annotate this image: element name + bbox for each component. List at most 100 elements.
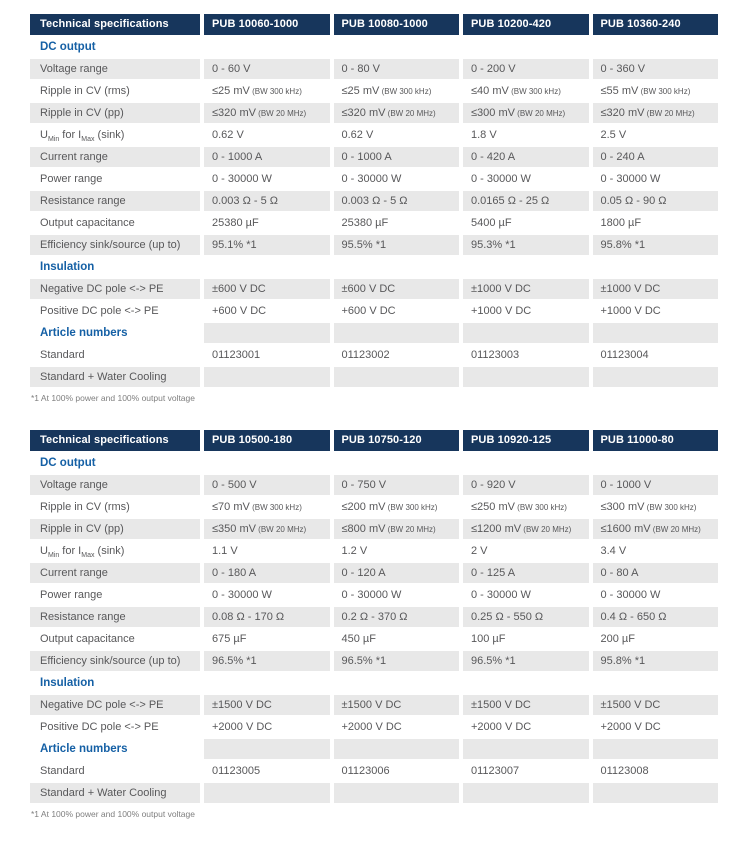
column-header-specs: Technical specifications <box>30 14 200 35</box>
section-title: Article numbers <box>30 323 200 343</box>
spec-value: ≤1200 mV (BW 20 MHz) <box>463 519 589 539</box>
spec-value-main: ≤320 mV <box>600 107 645 119</box>
spec-row: UMin for IMax (sink) 0.62 V 0.62 V 1.8 V 2.5… <box>30 125 718 145</box>
spec-row: Resistance range 0.08 Ω - 170 Ω 0.2 Ω - 37… <box>30 607 718 627</box>
spec-value-main: ≤320 mV <box>212 107 256 119</box>
spec-value: 1.8 V <box>471 129 497 141</box>
spec-label: Positive DC pole <-> PE <box>40 305 159 317</box>
spec-value: ≤320 mV (BW 20 MHz) <box>333 103 459 123</box>
spec-label: Ripple in CV (pp) <box>30 103 200 123</box>
spec-label: Standard + Water Cooling <box>30 783 200 803</box>
section-spacer-cell <box>463 453 589 473</box>
spec-value-main: ≤200 mV <box>341 501 386 513</box>
table-header-row: Technical specifications PUB 10500-180 PUB… <box>30 430 718 451</box>
spec-value: 01123001 <box>212 349 261 361</box>
spec-value: 0 - 1000 A <box>204 147 330 167</box>
spec-value: 0.62 V <box>341 129 374 141</box>
spec-label: Current range <box>30 563 200 583</box>
section-row: Article numbers <box>30 739 718 759</box>
spec-label: Positive DC pole <-> PE <box>40 721 159 733</box>
section-spacer-cell <box>593 37 719 57</box>
spec-row: Standard + Water Cooling <box>30 783 718 803</box>
spec-row: Ripple in CV (rms) ≤25 mV (BW 300 kHz) ≤25… <box>30 81 718 101</box>
spec-value: 0.0165 Ω - 25 Ω <box>463 191 589 211</box>
spec-row: Resistance range 0.003 Ω - 5 Ω 0.003 Ω - 5… <box>30 191 718 211</box>
spec-value: 0 - 1000 V <box>592 475 718 495</box>
spec-label: UMin for IMax (sink) <box>40 129 125 144</box>
spec-value: 3.4 V <box>600 545 627 557</box>
section-spacer-cell <box>593 453 719 473</box>
spec-value: 0.62 V <box>212 129 244 141</box>
spec-value: +1000 V DC <box>471 305 532 317</box>
bandwidth-note: (BW 20 MHz) <box>385 525 436 534</box>
spec-value: 95.5% *1 <box>333 235 459 255</box>
section-title: DC output <box>30 453 200 473</box>
column-header-model: PUB 10200-420 <box>463 14 589 35</box>
spec-value <box>204 367 330 387</box>
bandwidth-note: (BW 300 kHz) <box>638 87 691 96</box>
spec-value: 1.2 V <box>341 545 368 557</box>
spec-value: 2 V <box>471 545 488 557</box>
spec-value: 25380 µF <box>341 217 389 229</box>
section-spacer-cell <box>204 37 330 57</box>
column-header-model: PUB 10920-125 <box>463 430 589 451</box>
spec-value: +600 V DC <box>212 305 267 317</box>
spec-value-main: ≤250 mV <box>471 501 515 513</box>
spec-value-main: ≤1200 mV <box>471 523 522 535</box>
spec-value: ≤55 mV (BW 300 kHz) <box>593 81 719 101</box>
spec-value: 0 - 80 A <box>592 563 718 583</box>
spec-value: 01123008 <box>600 765 649 777</box>
spec-value: +2000 V DC <box>212 721 273 733</box>
spec-value: 0 - 420 A <box>463 147 589 167</box>
spec-value <box>333 783 459 803</box>
spec-value <box>333 367 459 387</box>
spec-value: 0.2 Ω - 370 Ω <box>333 607 459 627</box>
spec-label: Standard + Water Cooling <box>30 367 200 387</box>
spec-value: 5400 µF <box>471 217 512 229</box>
spec-label: Power range <box>40 589 103 601</box>
section-spacer-cell <box>334 453 460 473</box>
footnote: *1 At 100% power and 100% output voltage <box>31 393 195 403</box>
bandwidth-note: (BW 20 MHz) <box>385 109 436 118</box>
section-row: DC output <box>30 453 718 473</box>
spec-value: ≤300 mV (BW 20 MHz) <box>463 103 589 123</box>
table-header-row: Technical specifications PUB 10060-1000 PU… <box>30 14 718 35</box>
spec-value: ≤40 mV (BW 300 kHz) <box>463 81 589 101</box>
spec-value: ±1500 V DC <box>592 695 718 715</box>
section-spacer-cell <box>463 739 589 759</box>
bandwidth-note: (BW 300 kHz) <box>514 503 567 512</box>
spec-value: 675 µF <box>212 633 247 645</box>
spec-value-main: ≤55 mV <box>600 85 639 97</box>
spec-value: 0 - 30000 W <box>212 173 272 185</box>
spec-row: Positive DC pole <-> PE +600 V DC +600 V D… <box>30 301 718 321</box>
spec-label: Efficiency sink/source (up to) <box>30 235 200 255</box>
spec-label: Negative DC pole <-> PE <box>30 695 200 715</box>
spec-table-low-voltage-models: Technical specifications PUB 10060-1000 PU… <box>30 14 718 404</box>
section-row: DC output <box>30 37 718 57</box>
spec-label: Standard <box>40 349 85 361</box>
spec-value: 0 - 125 A <box>463 563 589 583</box>
spec-value: 95.8% *1 <box>592 235 718 255</box>
spec-value: +600 V DC <box>341 305 396 317</box>
section-row: Article numbers <box>30 323 718 343</box>
section-spacer-cell <box>463 257 589 277</box>
spec-value: 95.3% *1 <box>463 235 589 255</box>
spec-value: ≤320 mV (BW 20 MHz) <box>204 103 330 123</box>
spec-label: Resistance range <box>30 607 200 627</box>
spec-label: Voltage range <box>30 59 200 79</box>
spec-value: 0 - 30000 W <box>212 589 272 601</box>
spec-value: 0 - 200 V <box>463 59 589 79</box>
section-spacer-cell <box>592 323 718 343</box>
section-title: DC output <box>30 37 200 57</box>
spec-row: Output capacitance 25380 µF 25380 µF 5400 µ… <box>30 213 718 233</box>
spec-label: Resistance range <box>30 191 200 211</box>
column-header-model: PUB 10750-120 <box>333 430 459 451</box>
section-title: Insulation <box>30 673 200 693</box>
spec-value-main: ≤320 mV <box>341 107 386 119</box>
spec-value: ≤1600 mV (BW 20 MHz) <box>592 519 718 539</box>
spec-row: UMin for IMax (sink) 1.1 V 1.2 V 2 V 3.4 V <box>30 541 718 561</box>
spec-value: ≤300 mV (BW 300 kHz) <box>593 497 719 517</box>
spec-value: 0.08 Ω - 170 Ω <box>204 607 330 627</box>
section-spacer-cell <box>334 673 460 693</box>
